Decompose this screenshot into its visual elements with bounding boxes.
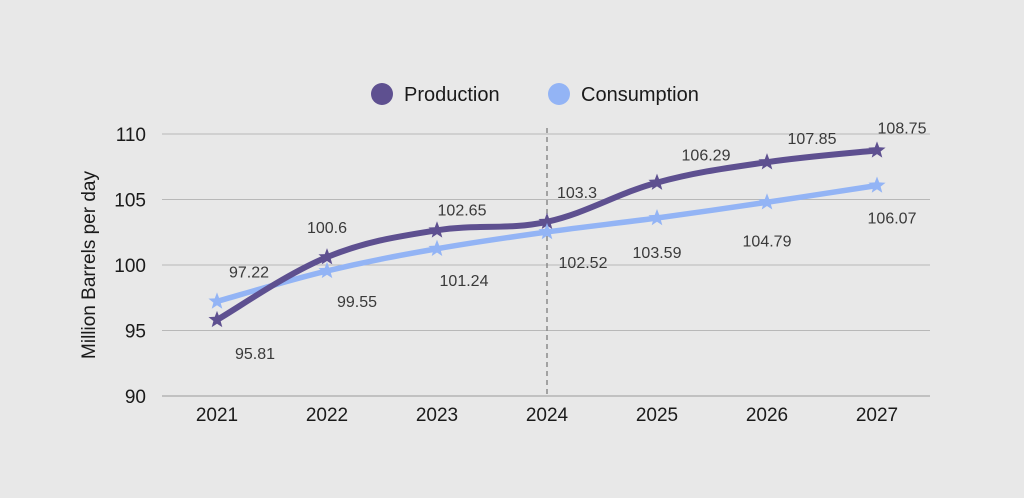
marker-consumption-2021 (208, 292, 226, 309)
data-label-production-2023: 102.65 (438, 202, 487, 219)
x-tick-label: 2021 (196, 405, 238, 426)
data-label-production-2026: 107.85 (788, 131, 837, 148)
marker-production-2025 (648, 173, 666, 190)
marker-production-2024 (538, 212, 556, 230)
y-tick-label: 90 (125, 387, 146, 408)
marker-consumption-2025 (648, 208, 666, 226)
marker-production-2021 (208, 310, 226, 328)
data-labels: 95.81 100.6 102.65 103.3 106.29 107.85 108.75 9… (229, 120, 927, 363)
data-label-production-2022: 100.6 (307, 220, 347, 237)
data-label-production-2027: 108.75 (878, 120, 927, 137)
x-tick-label: 2024 (526, 405, 569, 426)
data-label-production-2021: 95.81 (235, 346, 275, 363)
data-label-consumption-2025: 103.59 (633, 245, 682, 262)
legend-label-production: Production (404, 84, 500, 106)
marker-production-2022 (318, 248, 336, 265)
data-label-consumption-2024: 102.52 (559, 255, 608, 272)
marker-production-2023 (428, 221, 446, 238)
data-label-consumption-2023: 101.24 (440, 273, 489, 290)
y-tick-label: 110 (116, 125, 146, 146)
marker-consumption-2023 (428, 239, 446, 257)
y-axis: 90 95 100 105 110 (114, 125, 146, 408)
marker-consumption-2024 (538, 222, 556, 240)
y-tick-label: 100 (114, 256, 146, 277)
x-axis: 2021 2022 2023 2024 2025 2026 2027 (196, 405, 898, 426)
legend-swatch-consumption (548, 83, 570, 105)
marker-consumption-2027 (868, 176, 886, 193)
marker-consumption-2026 (758, 193, 776, 210)
y-tick-label: 95 (125, 322, 146, 343)
data-label-consumption-2021: 97.22 (229, 264, 269, 281)
legend-swatch-production (371, 83, 393, 105)
series-markers (208, 141, 886, 328)
legend: Production Consumption (371, 83, 699, 106)
data-label-consumption-2022: 99.55 (337, 294, 377, 311)
marker-production-2026 (758, 153, 776, 170)
data-label-consumption-2027: 106.07 (868, 210, 917, 227)
y-tick-label: 105 (114, 191, 146, 212)
marker-consumption-2022 (318, 261, 336, 279)
data-label-production-2024: 103.3 (557, 185, 597, 202)
x-tick-label: 2027 (856, 405, 898, 426)
x-tick-label: 2023 (416, 405, 458, 426)
grid (162, 133, 930, 397)
marker-production-2027 (868, 141, 886, 158)
y-axis-label: Million Barrels per day (79, 171, 100, 359)
data-label-production-2025: 106.29 (682, 148, 731, 165)
x-tick-label: 2025 (636, 405, 678, 426)
data-label-consumption-2026: 104.79 (743, 233, 792, 250)
x-tick-label: 2022 (306, 405, 348, 426)
x-tick-label: 2026 (746, 405, 788, 426)
legend-label-consumption: Consumption (581, 84, 699, 106)
